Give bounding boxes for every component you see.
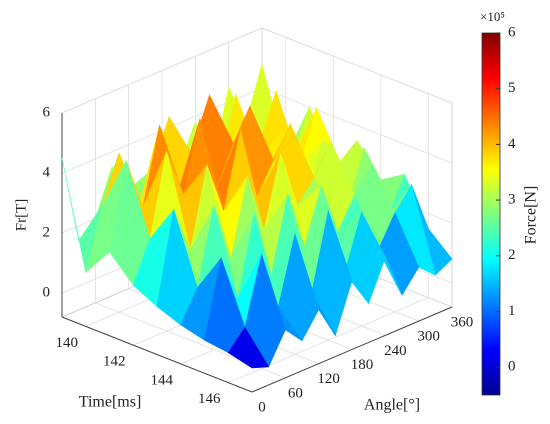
z-axis-label: Fr[T] <box>13 199 29 232</box>
z-tick-label: 2 <box>43 224 51 240</box>
x-tick-label: 240 <box>384 343 407 359</box>
colorbar-tick-label: 4 <box>508 136 516 152</box>
colorbar-tick-label: 3 <box>508 192 516 208</box>
surface <box>61 62 453 369</box>
y-tick-label: 146 <box>198 391 221 407</box>
x-tick-label: 360 <box>451 314 474 330</box>
z-tick-label: 6 <box>43 104 51 120</box>
grid-line <box>94 98 286 379</box>
z-tick-label: 4 <box>43 164 51 180</box>
colorbar-tick-label: 6 <box>508 24 516 40</box>
colorbar-tick-label: 0 <box>508 359 516 375</box>
y-axis-label: Time[ms] <box>79 394 142 411</box>
colorbar-tick-label: 1 <box>508 303 516 319</box>
x-tick-label: 180 <box>351 357 374 373</box>
colorbar-tick-label: 5 <box>508 80 516 96</box>
colorbar-label: Force[N] <box>523 186 540 245</box>
colorbar-tick-label: 2 <box>508 247 516 263</box>
surface-patch <box>227 326 270 369</box>
z-tick-label: 0 <box>43 284 51 300</box>
x-axis <box>251 306 453 393</box>
x-tick-label: 60 <box>288 385 303 401</box>
colorbar <box>481 32 501 396</box>
y-tick-label: 142 <box>103 354 126 370</box>
x-axis-label: Angle[°] <box>364 397 420 414</box>
y-tick-label: 140 <box>56 335 79 351</box>
colorbar-exponent: ×10⁵ <box>480 9 505 24</box>
y-tick-label: 144 <box>151 372 174 388</box>
x-tick-label: 0 <box>258 399 266 415</box>
grid-line <box>228 93 429 383</box>
y-axis <box>61 316 253 393</box>
x-tick-label: 120 <box>317 371 340 387</box>
x-tick-label: 300 <box>417 329 440 345</box>
